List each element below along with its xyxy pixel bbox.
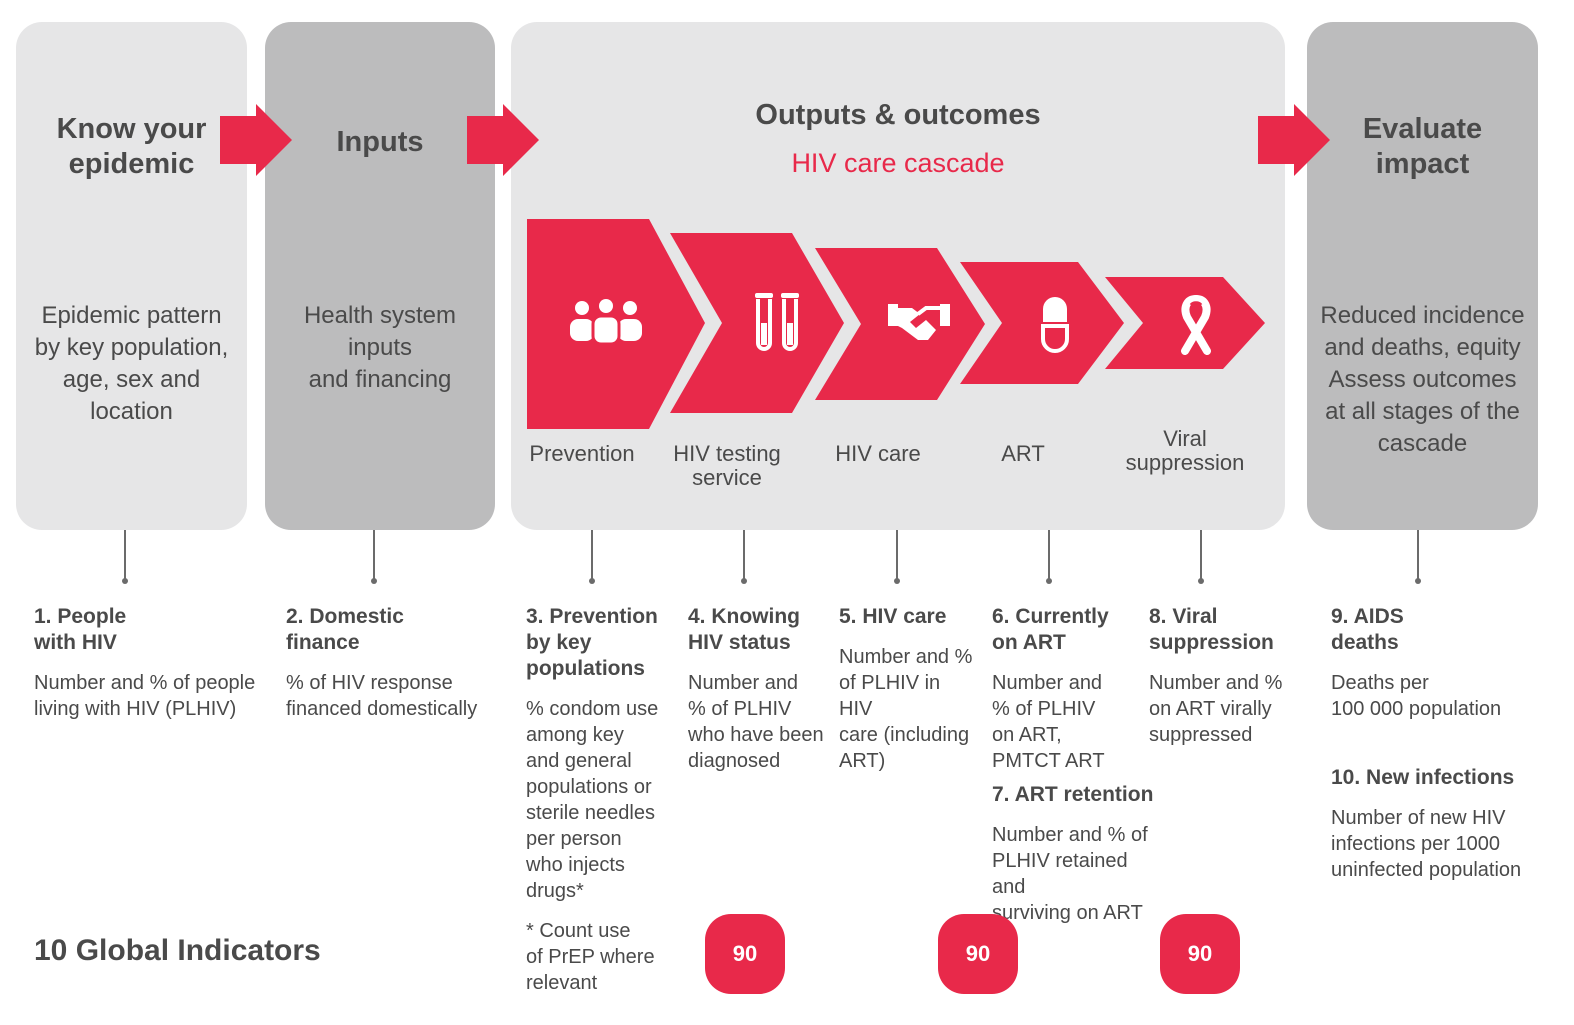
- indicator-2: 2. Domestic finance % of HIV response fi…: [286, 604, 496, 722]
- connector-dot-1: [122, 578, 128, 584]
- indicator-4-title: 4. Knowing HIV status: [688, 605, 800, 654]
- indicator-1-body: Number and % of people living with HIV (…: [34, 672, 256, 720]
- target-badge-1: 90: [705, 914, 785, 994]
- connector-4: [743, 530, 745, 580]
- target-badge-2: 90: [938, 914, 1018, 994]
- know-your-epidemic-title: Know your epidemic: [56, 113, 207, 180]
- connector-8: [1417, 530, 1419, 580]
- indicator-6-title: 6. Currently on ART: [992, 605, 1109, 654]
- connector-3: [591, 530, 593, 580]
- handshake-icon: [888, 304, 950, 340]
- connector-dot-5: [894, 578, 900, 584]
- indicator-4: 4. Knowing HIV status Number and % of PL…: [688, 604, 828, 774]
- indicator-9-body: Deaths per 100 000 population: [1331, 672, 1502, 720]
- indicator-2-body: % of HIV response financed domestically: [286, 672, 478, 720]
- indicator-8-title: 8. Viral suppression: [1149, 605, 1274, 654]
- indicator-1-title: 1. People with HIV: [34, 605, 127, 654]
- evaluate-impact-title: Evaluate impact: [1362, 113, 1483, 180]
- inputs-body: Health system inputs and financing: [303, 302, 457, 393]
- awareness-ribbon-icon: [1181, 295, 1211, 355]
- cascade-label-testing: HIV testing service: [673, 441, 781, 490]
- cascade-label-viral: Viral suppression: [1125, 426, 1245, 475]
- indicator-3-title: 3. Prevention by key populations: [526, 605, 658, 680]
- indicator-10: 10. New infections Number of new HIV inf…: [1331, 765, 1551, 883]
- flow-arrow-1: [220, 104, 292, 176]
- cascade-label-prevention: Prevention: [529, 441, 635, 466]
- indicator-9: 9. AIDS deaths Deaths per 100 000 popula…: [1331, 604, 1531, 722]
- indicator-8: 8. Viral suppression Number and % on ART…: [1149, 604, 1289, 748]
- indicator-6: 6. Currently on ART Number and % of PLHI…: [992, 604, 1157, 774]
- outputs-outcomes-title: Outputs & outcomes: [755, 99, 1041, 131]
- cascade-chevron-art: [960, 262, 1124, 384]
- connector-dot-4: [741, 578, 747, 584]
- evaluate-impact-body: Reduced incidence and deaths, equity Ass…: [1320, 302, 1525, 457]
- cascade-label-care: HIV care: [835, 441, 921, 466]
- hiv-care-cascade-subtitle: HIV care cascade: [791, 148, 1005, 178]
- inputs-panel: Inputs Health system inputs and financin…: [265, 22, 495, 530]
- connector-dot-2: [371, 578, 377, 584]
- people-group-icon: [570, 299, 642, 346]
- indicator-8-body: Number and % on ART virally suppressed: [1149, 672, 1283, 746]
- connector-5: [896, 530, 898, 580]
- flow-arrow-2: [467, 104, 539, 176]
- indicator-7-body: Number and % of PLHIV retained and survi…: [992, 824, 1148, 924]
- evaluate-impact-panel: Evaluate impact Reduced incidence and de…: [1307, 22, 1538, 530]
- cascade-chevron-viral: [1105, 277, 1265, 369]
- indicator-3-note: * Count use of PrEP where relevant: [526, 920, 655, 994]
- connector-7: [1200, 530, 1202, 580]
- indicator-5-title: 5. HIV care: [839, 605, 947, 628]
- global-indicators-title: 10 Global Indicators: [34, 934, 321, 967]
- connector-dot-8: [1415, 578, 1421, 584]
- cascade-label-art: ART: [1001, 441, 1045, 466]
- inputs-title: Inputs: [336, 126, 424, 158]
- indicator-2-title: 2. Domestic finance: [286, 605, 404, 654]
- indicator-10-body: Number of new HIV infections per 1000 un…: [1331, 807, 1522, 881]
- indicator-7-title: 7. ART retention: [992, 783, 1154, 806]
- connector-dot-3: [589, 578, 595, 584]
- indicator-7: 7. ART retention Number and % of PLHIV r…: [992, 782, 1162, 926]
- indicator-3-body: % condom use among key and general popul…: [526, 698, 659, 902]
- target-badge-3: 90: [1160, 914, 1240, 994]
- connector-dot-6: [1046, 578, 1052, 584]
- connector-2: [373, 530, 375, 580]
- indicator-6-body: Number and % of PLHIV on ART, PMTCT ART: [992, 672, 1105, 772]
- indicator-1: 1. People with HIV Number and % of peopl…: [34, 604, 264, 722]
- flow-arrow-3: [1258, 104, 1330, 176]
- indicator-5-body: Number and % of PLHIV in HIV care (inclu…: [839, 646, 973, 772]
- test-tubes-icon: [755, 293, 799, 351]
- know-your-epidemic-body: Epidemic pattern by key population, age,…: [34, 302, 229, 425]
- indicator-9-title: 9. AIDS deaths: [1331, 605, 1404, 654]
- pill-capsule-icon: [1041, 297, 1069, 353]
- indicator-3: 3. Prevention by key populations % condo…: [526, 604, 676, 996]
- know-your-epidemic-panel: Know your epidemic Epidemic pattern by k…: [16, 22, 247, 530]
- indicator-10-title: 10. New infections: [1331, 766, 1515, 789]
- connector-dot-7: [1198, 578, 1204, 584]
- indicator-4-body: Number and % of PLHIV who have been diag…: [688, 672, 824, 772]
- indicator-5: 5. HIV care Number and % of PLHIV in HIV…: [839, 604, 979, 774]
- connector-1: [124, 530, 126, 580]
- connector-6: [1048, 530, 1050, 580]
